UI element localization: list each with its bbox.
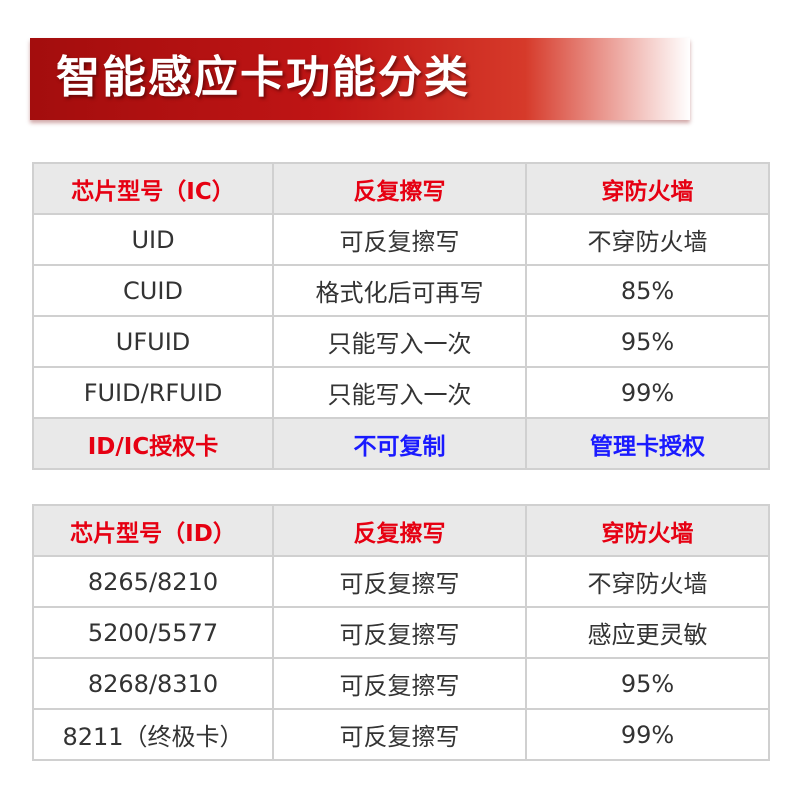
title-banner: 智能感应卡功能分类 bbox=[30, 38, 690, 120]
header-row-cell: 穿防火墙 bbox=[525, 504, 770, 557]
header-row-cell: 反复擦写 bbox=[272, 162, 527, 215]
header-row: 芯片型号（IC） 反复擦写 穿防火墙 bbox=[32, 162, 770, 215]
header-row-cell: 穿防火墙 bbox=[525, 162, 770, 215]
footer-row: ID/IC授权卡 不可复制 管理卡授权 bbox=[32, 417, 770, 470]
table-row-cell: 85% bbox=[525, 264, 770, 317]
table-row-cell: 8265/8210 bbox=[32, 555, 274, 608]
table-row-cell: 可反复擦写 bbox=[272, 555, 527, 608]
table-row-cell: 99% bbox=[525, 708, 770, 761]
header-row-cell: 芯片型号（ID） bbox=[32, 504, 274, 557]
table-row-cell: 可反复擦写 bbox=[272, 606, 527, 659]
table-row-cell: FUID/RFUID bbox=[32, 366, 274, 419]
footer-row-cell: ID/IC授权卡 bbox=[32, 417, 274, 470]
table-row: CUID 格式化后可再写 85% bbox=[32, 264, 770, 317]
table-row-cell: 8211（终极卡） bbox=[32, 708, 274, 761]
table-row-cell: 只能写入一次 bbox=[272, 315, 527, 368]
table-row-cell: 不穿防火墙 bbox=[525, 555, 770, 608]
table-row: 8265/8210 可反复擦写 不穿防火墙 bbox=[32, 555, 770, 608]
table-row-cell: 不穿防火墙 bbox=[525, 213, 770, 266]
table-row-cell: 99% bbox=[525, 366, 770, 419]
header-row-cell: 芯片型号（IC） bbox=[32, 162, 274, 215]
table-row-cell: 95% bbox=[525, 657, 770, 710]
table-row-cell: UID bbox=[32, 213, 274, 266]
table-row: UID 可反复擦写 不穿防火墙 bbox=[32, 213, 770, 266]
table-row: UFUID 只能写入一次 95% bbox=[32, 315, 770, 368]
table-row-cell: 可反复擦写 bbox=[272, 708, 527, 761]
footer-row-cell: 管理卡授权 bbox=[525, 417, 770, 470]
table-row-cell: 只能写入一次 bbox=[272, 366, 527, 419]
footer-row-cell: 不可复制 bbox=[272, 417, 527, 470]
table-row: 8211（终极卡） 可反复擦写 99% bbox=[32, 708, 770, 761]
table-row-cell: UFUID bbox=[32, 315, 274, 368]
title: 智能感应卡功能分类 bbox=[56, 52, 470, 103]
table-row-cell: CUID bbox=[32, 264, 274, 317]
table-row-cell: 格式化后可再写 bbox=[272, 264, 527, 317]
data-table: 芯片型号（IC） 反复擦写 穿防火墙 UID 可反复擦写 不穿防火墙 CUID 格式化后可再写… bbox=[32, 162, 770, 470]
header-row: 芯片型号（ID） 反复擦写 穿防火墙 bbox=[32, 504, 770, 557]
table-row: 8268/8310 可反复擦写 95% bbox=[32, 657, 770, 710]
header-row-cell: 反复擦写 bbox=[272, 504, 527, 557]
table-row-cell: 5200/5577 bbox=[32, 606, 274, 659]
data-table: 芯片型号（ID） 反复擦写 穿防火墙 8265/8210 可反复擦写 不穿防火墙 5200/… bbox=[32, 504, 770, 761]
table-row-cell: 感应更灵敏 bbox=[525, 606, 770, 659]
table-row: 5200/5577 可反复擦写 感应更灵敏 bbox=[32, 606, 770, 659]
table-row-cell: 可反复擦写 bbox=[272, 213, 527, 266]
table-row-cell: 95% bbox=[525, 315, 770, 368]
table-row-cell: 8268/8310 bbox=[32, 657, 274, 710]
table-row: FUID/RFUID 只能写入一次 99% bbox=[32, 366, 770, 419]
table-row-cell: 可反复擦写 bbox=[272, 657, 527, 710]
